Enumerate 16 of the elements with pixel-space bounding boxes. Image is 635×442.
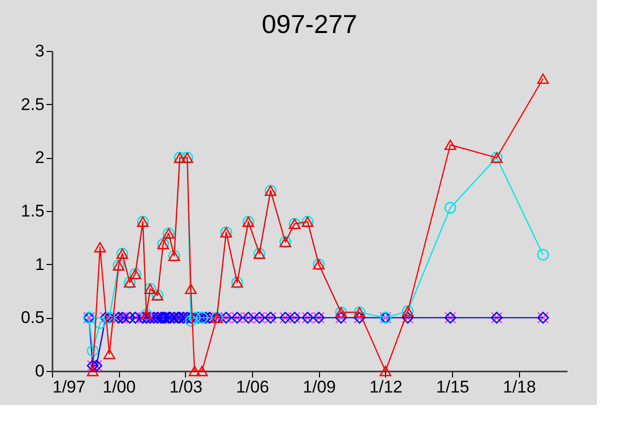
- y-tick-label: 2: [35, 148, 44, 168]
- chart-title: 097-277: [262, 9, 358, 39]
- y-tick-label: 3: [35, 42, 44, 60]
- x-tick-label: 1/12: [369, 378, 403, 396]
- x-tick-label: 1/09: [302, 378, 336, 396]
- y-tick-label: 2.5: [20, 94, 44, 114]
- x-tick-label: 1/18: [502, 378, 536, 396]
- x-tick-label: 1/15: [436, 378, 470, 396]
- x-tick-label: 1/97: [52, 378, 86, 396]
- x-tick-label: 1/03: [169, 378, 202, 396]
- x-tick-label: 1/00: [102, 378, 136, 396]
- y-tick-label: 1.5: [20, 202, 44, 220]
- x-tick-label: 1/06: [236, 378, 270, 396]
- y-tick-label: 1: [35, 254, 44, 274]
- y-tick-label: 0: [35, 362, 44, 380]
- y-tick-label: 0.5: [20, 308, 44, 328]
